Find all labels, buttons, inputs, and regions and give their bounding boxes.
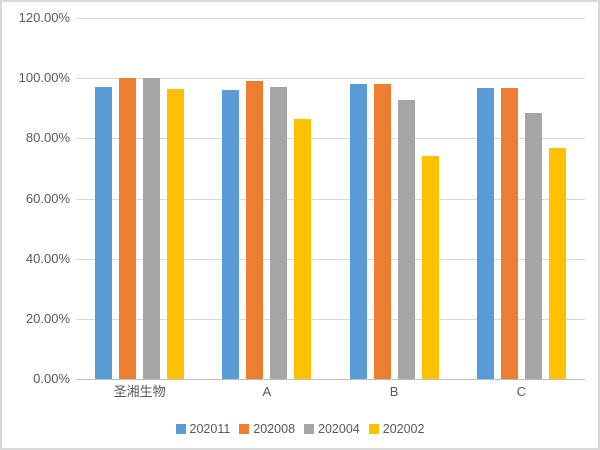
legend: 202011 202008 202004 202002 <box>2 421 598 437</box>
bar-202011[interactable] <box>476 88 494 379</box>
y-axis-tick-label: 20.00% <box>25 310 70 326</box>
gridline <box>76 138 585 140</box>
bar-group-3 <box>331 18 458 379</box>
bar-202004[interactable] <box>397 100 415 379</box>
gridline <box>76 18 585 19</box>
bar-202002[interactable] <box>294 119 312 379</box>
bar-202008[interactable] <box>246 81 264 379</box>
x-axis-category-label: C <box>516 384 527 399</box>
plot-area <box>76 18 585 380</box>
y-axis-tick-label: 60.00% <box>25 190 70 206</box>
y-axis-tick-label: 0.00% <box>33 371 70 386</box>
bar-202002[interactable] <box>421 156 439 379</box>
y-axis-tick-label: 80.00% <box>25 130 70 146</box>
legend-label: 202004 <box>318 422 360 436</box>
bar-202011[interactable] <box>222 90 240 379</box>
bar-group-1 <box>76 18 203 379</box>
y-axis-tick-label: 120.00% <box>18 10 70 25</box>
legend-item-202008[interactable]: 202008 <box>239 421 295 437</box>
bar-202011[interactable] <box>95 87 113 379</box>
legend-item-202004[interactable]: 202004 <box>304 421 360 437</box>
bar-202011[interactable] <box>349 84 367 379</box>
bar-202004[interactable] <box>524 113 542 379</box>
bar-202004[interactable] <box>270 87 288 379</box>
legend-label: 202008 <box>253 422 296 436</box>
bar-202008[interactable] <box>500 88 518 379</box>
gridline <box>76 318 585 320</box>
legend-item-202002[interactable]: 202002 <box>368 421 425 437</box>
legend-swatch-icon <box>368 424 379 434</box>
y-axis: 0.00% 20.00% 40.00% 60.00% 80.00% 100.00% 120.… <box>2 10 70 386</box>
legend-swatch-icon <box>239 424 250 434</box>
gridline <box>76 258 585 260</box>
bar-groups <box>76 18 585 379</box>
x-axis-category-label: B <box>389 384 399 399</box>
y-axis-tick-label: 100.00% <box>18 70 70 86</box>
bar-group-4 <box>458 18 585 379</box>
legend-label: 202002 <box>382 422 425 436</box>
gridline <box>76 198 585 200</box>
bar-202008[interactable] <box>119 78 137 379</box>
gridline <box>76 78 585 80</box>
legend-item-202011[interactable]: 202011 <box>175 421 231 437</box>
bar-202008[interactable] <box>373 84 391 379</box>
x-axis: 圣湘生物 A B C <box>76 383 585 401</box>
legend-label: 202011 <box>189 422 231 436</box>
x-axis-category-label: A <box>262 384 272 399</box>
legend-swatch-icon <box>175 424 186 434</box>
bar-group-2 <box>203 18 330 379</box>
bar-202002[interactable] <box>548 148 566 379</box>
x-axis-category-label: 圣湘生物 <box>113 384 166 399</box>
y-axis-tick-label: 40.00% <box>25 250 70 266</box>
bar-202004[interactable] <box>143 78 161 379</box>
legend-swatch-icon <box>304 424 315 434</box>
bar-202002[interactable] <box>167 89 185 379</box>
